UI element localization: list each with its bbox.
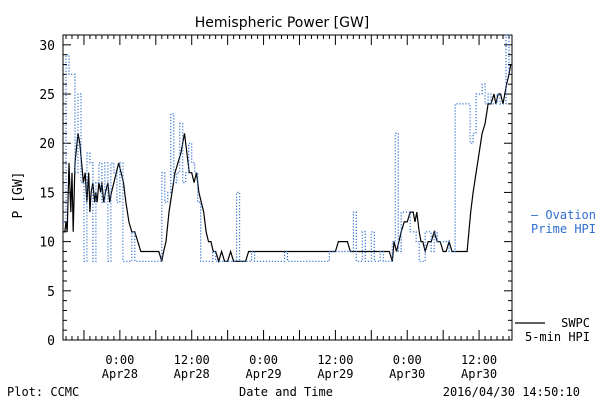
x-tick-date-label: Apr28: [102, 367, 138, 381]
plot-border: [62, 34, 513, 341]
y-tick-label: 30: [39, 39, 55, 54]
y-tick-label: 15: [39, 186, 55, 201]
x-tick-time-label: 12:00: [461, 353, 497, 367]
y-tick-label: 10: [39, 236, 55, 251]
y-tick-label: 5: [47, 285, 55, 300]
x-tick-date-label: Apr30: [461, 367, 497, 381]
footer-source: Plot: CCMC: [7, 385, 79, 399]
x-tick-date-label: Apr30: [389, 367, 425, 381]
y-axis-label: P [GW]: [11, 172, 26, 219]
x-tick-date-label: Apr29: [245, 367, 281, 381]
y-tick-label: 25: [39, 88, 55, 103]
y-axis: 0 5 10 15 20 25 30: [39, 34, 512, 349]
footer-timestamp: 2016/04/30 14:50:10: [443, 385, 580, 399]
x-axis: 0:00Apr2812:00Apr280:00Apr2912:00Apr290:…: [65, 35, 510, 381]
x-tick-date-label: Apr28: [174, 367, 210, 381]
x-tick-date-label: Apr29: [317, 367, 353, 381]
x-axis-label: Date and Time: [239, 385, 333, 399]
x-tick-time-label: 0:00: [249, 353, 278, 367]
y-tick-label: 0: [47, 334, 55, 349]
legend-ovation-line1: — Ovation: [531, 208, 596, 222]
x-tick-time-label: 0:00: [393, 353, 422, 367]
x-tick-time-label: 0:00: [105, 353, 134, 367]
x-tick-time-label: 12:00: [317, 353, 353, 367]
y-tick-label: 20: [39, 137, 55, 152]
series-line-swpc-5min-hpi: [63, 64, 512, 264]
legend-swpc-line2: 5-min HPI: [525, 330, 590, 344]
plot-frame: [62, 34, 513, 341]
series-layer: [63, 34, 512, 264]
x-tick-time-label: 12:00: [174, 353, 210, 367]
chart-title: Hemispheric Power [GW]: [195, 15, 370, 31]
legend-swpc-line1: SWPC: [561, 316, 590, 330]
legend-ovation-line2: Prime HPI: [531, 222, 596, 236]
